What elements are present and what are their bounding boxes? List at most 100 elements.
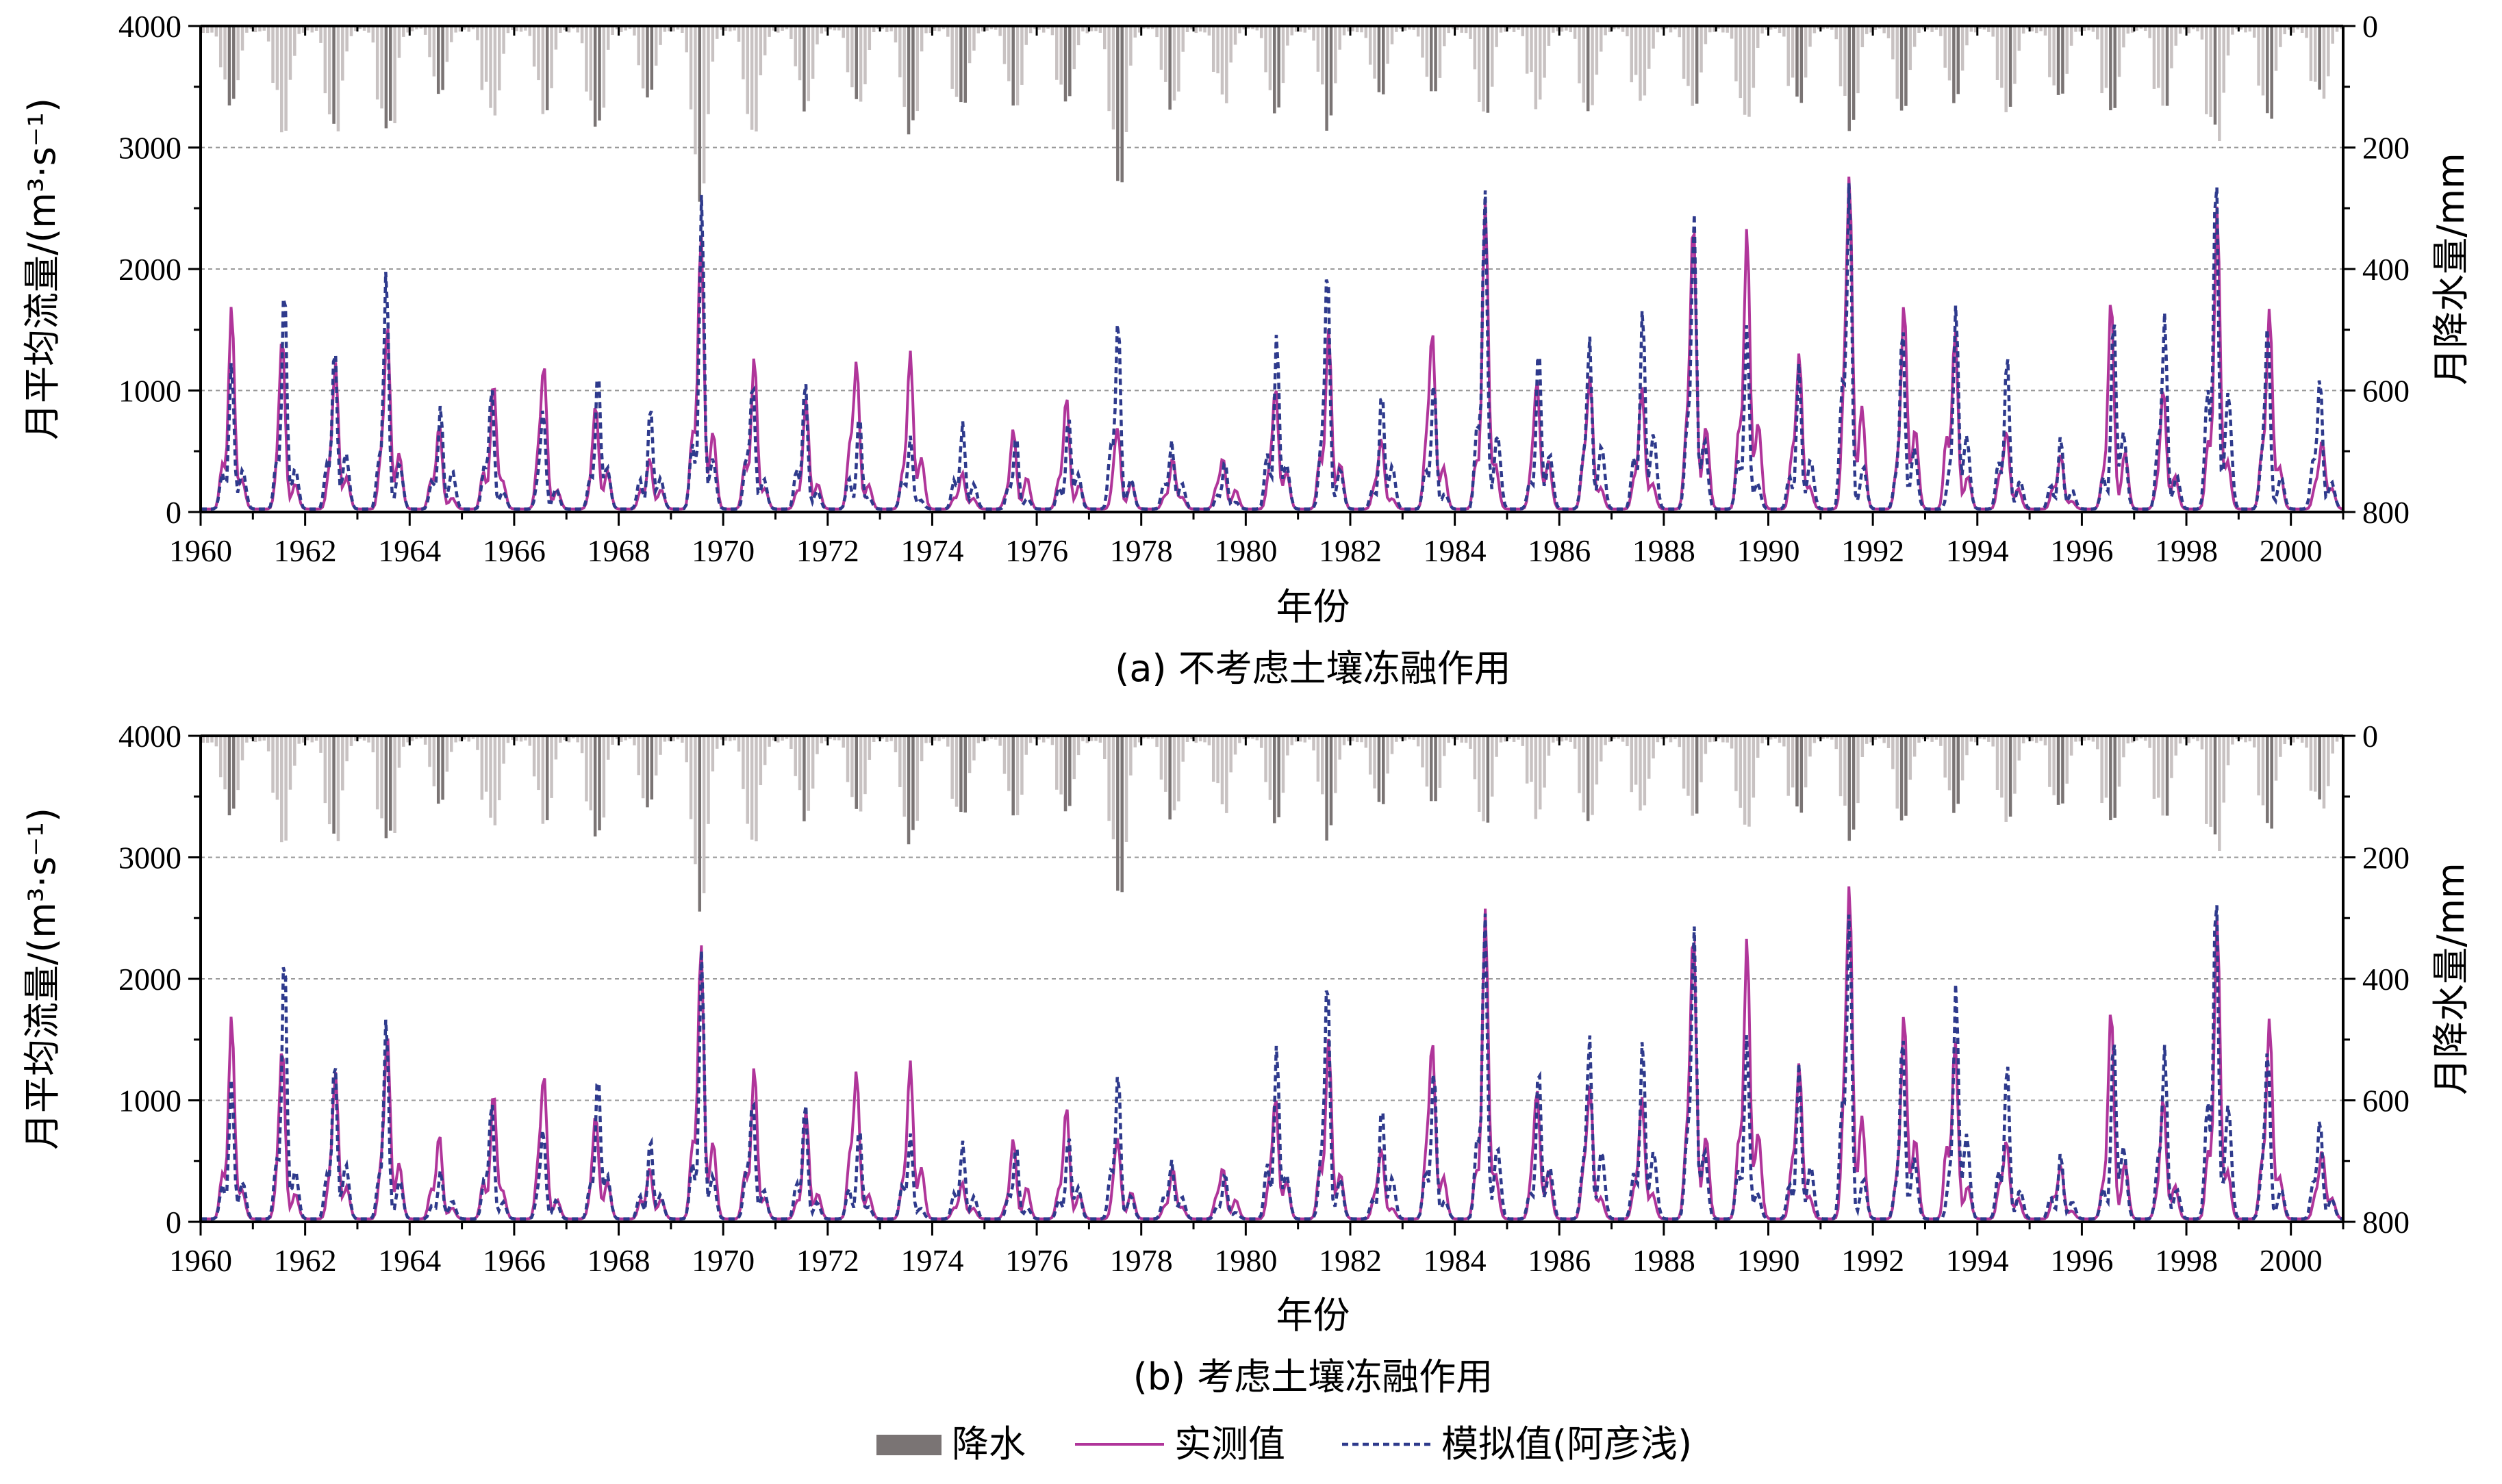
- precip-bar: [1734, 26, 1738, 81]
- precip-bar: [1338, 26, 1341, 50]
- precip-bar: [306, 736, 309, 741]
- precip-bar: [1347, 736, 1350, 741]
- precip-bar: [1081, 26, 1085, 31]
- precip-bar: [428, 26, 431, 57]
- precip-bar: [1621, 26, 1625, 32]
- precip-bar: [589, 736, 593, 810]
- precip-bar: [319, 26, 323, 43]
- precip-bar: [349, 736, 353, 746]
- precip-bar: [1255, 26, 1259, 31]
- precip-bar: [628, 26, 632, 29]
- precip-bar: [915, 736, 920, 821]
- precip-bar: [963, 26, 967, 103]
- precip-bar: [1695, 26, 1699, 104]
- precip-bar: [1290, 26, 1293, 36]
- precip-bar: [297, 26, 301, 34]
- precip-bar: [576, 26, 579, 33]
- precip-bar: [227, 26, 231, 106]
- precip-bar: [763, 736, 767, 765]
- precip-bar: [1024, 26, 1028, 45]
- precip-bar: [214, 26, 218, 37]
- precip-bar: [2017, 736, 2021, 761]
- y-tick-label: 0: [166, 1205, 181, 1240]
- precip-bar: [2183, 736, 2186, 739]
- precip-bar: [1438, 26, 1442, 78]
- x-tick-label: 1996: [2050, 533, 2113, 568]
- precip-bar: [567, 26, 571, 33]
- precip-bar: [1495, 26, 1498, 47]
- precip-bar: [2030, 26, 2034, 31]
- precip-bar: [2222, 736, 2225, 803]
- precip-bar: [602, 736, 606, 818]
- precip-bar: [1041, 26, 1046, 33]
- precip-bar: [1068, 26, 1072, 97]
- precip-bar: [354, 26, 357, 31]
- precip-bar: [2087, 736, 2090, 741]
- precip-bar: [258, 26, 262, 31]
- precip-bar: [345, 26, 349, 52]
- precip-bar: [1952, 736, 1956, 813]
- precip-bar: [2191, 736, 2195, 739]
- x-tick-label: 1966: [483, 533, 546, 568]
- y2-tick-label: 0: [2362, 719, 2378, 754]
- precip-bar: [1908, 736, 1912, 780]
- precip-bar: [2143, 26, 2147, 31]
- x-tick-label: 2000: [2260, 1243, 2323, 1278]
- precip-bar: [541, 26, 545, 114]
- precip-bar: [1873, 736, 1878, 740]
- precip-bar: [972, 26, 976, 51]
- precip-bar: [484, 26, 488, 82]
- precip-bar: [1007, 736, 1011, 791]
- precip-bar: [816, 26, 819, 44]
- precip-bar: [624, 26, 627, 31]
- precip-bar: [1194, 26, 1198, 34]
- precip-bar: [689, 736, 693, 819]
- precip-bar: [702, 736, 706, 893]
- precip-bar: [1033, 736, 1037, 739]
- precip-bar: [1886, 736, 1891, 748]
- precip-bar: [1821, 26, 1825, 29]
- precip-bar: [2004, 26, 2008, 112]
- precip-bar: [1164, 26, 1167, 82]
- precip-bar: [1024, 736, 1028, 755]
- precip-bar: [1050, 26, 1054, 36]
- precip-bar: [1399, 26, 1402, 29]
- precip-bar: [402, 736, 405, 747]
- precip-bar: [1895, 736, 1899, 809]
- precip-bar: [2104, 736, 2108, 798]
- precip-bar: [519, 736, 523, 742]
- precip-bar: [720, 26, 723, 30]
- precip-bar: [2113, 736, 2116, 818]
- legend-label: 实测值: [1174, 1422, 1285, 1466]
- precip-bar: [593, 736, 597, 837]
- precip-bar: [232, 26, 236, 99]
- precip-bar: [545, 26, 549, 111]
- precip-bar: [611, 736, 614, 745]
- precip-bar: [515, 26, 518, 31]
- precip-bar: [415, 26, 418, 29]
- precip-bar: [1578, 736, 1581, 793]
- precip-bar: [2135, 26, 2138, 31]
- precip-bar: [2305, 736, 2308, 748]
- precip-bar: [1991, 736, 1995, 747]
- precip-bar: [1133, 26, 1137, 38]
- precip-bar: [1172, 26, 1176, 101]
- precip-bar: [1429, 26, 1433, 92]
- precip-bar: [397, 26, 401, 58]
- precip-bar: [715, 736, 719, 749]
- precip-bar: [676, 736, 680, 740]
- precip-bar: [240, 736, 244, 760]
- precip-bar: [1059, 26, 1063, 85]
- precip-bar: [1834, 26, 1838, 40]
- precip-bar: [1181, 736, 1185, 762]
- precip-bar: [236, 26, 240, 81]
- precip-bar: [2266, 736, 2269, 823]
- precip-bar: [1477, 26, 1481, 102]
- precip-bar: [1316, 26, 1320, 72]
- precip-bar: [928, 736, 933, 743]
- series-lines: [201, 177, 2344, 511]
- panel-caption: (a) 不考虑土壤冻融作用: [1115, 647, 1511, 690]
- precip-bar: [1469, 26, 1472, 39]
- precip-bar: [1408, 736, 1411, 740]
- precip-bar: [1682, 26, 1686, 79]
